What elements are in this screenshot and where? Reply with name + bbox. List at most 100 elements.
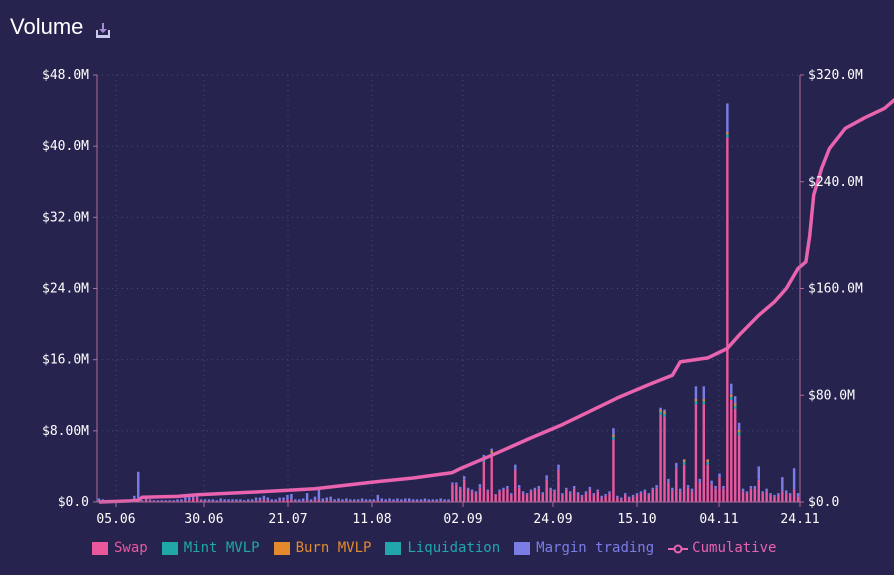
bar-mint-mvlp	[726, 134, 729, 138]
bar-margin-trading	[565, 487, 568, 490]
bar-swap	[694, 404, 698, 502]
bar-swap	[627, 498, 631, 502]
bar-swap	[184, 500, 187, 502]
y-left-tick-label: $8.00M	[42, 424, 89, 439]
bar-mint-mvlp	[733, 405, 737, 409]
bar-swap	[796, 496, 800, 502]
bar-swap	[584, 493, 588, 502]
bar-margin-trading	[400, 499, 403, 502]
bar-margin-trading	[443, 499, 446, 502]
bar-margin-trading	[769, 493, 772, 495]
legend-item-swap[interactable]: Swap	[92, 540, 148, 556]
legend-item-cumulative[interactable]: Cumulative	[668, 540, 776, 556]
bar-burn-mvlp	[490, 450, 493, 453]
bar-swap	[651, 489, 654, 502]
bar-margin-trading	[298, 499, 301, 502]
bar-margin-trading	[164, 500, 167, 502]
bar-margin-trading	[470, 489, 474, 492]
bar-swap	[741, 491, 745, 502]
bar-margin-trading	[411, 499, 415, 502]
bar-swap	[592, 494, 596, 502]
bar-swap	[769, 494, 772, 502]
legend-label: Mint MVLP	[183, 540, 260, 556]
bar-swap	[561, 494, 564, 502]
bar-margin-trading	[647, 493, 651, 495]
bar-swap	[549, 489, 552, 502]
bar-swap	[785, 493, 788, 502]
bar-margin-trading	[714, 485, 717, 489]
bar-swap	[631, 496, 635, 502]
cumulative-series	[98, 97, 894, 504]
bar-margin-trading	[239, 499, 242, 502]
x-tick-label: 24.09	[533, 512, 572, 527]
bar-margin-trading	[305, 493, 309, 501]
y-right-tick-label: $320.0M	[808, 68, 863, 83]
bar-margin-trading	[561, 493, 564, 495]
bar-margin-trading	[612, 428, 615, 440]
bar-swap	[706, 464, 709, 502]
bar-margin-trading	[372, 499, 376, 502]
bar-margin-trading	[97, 498, 101, 502]
bar-swap	[262, 499, 266, 502]
download-icon[interactable]	[96, 22, 110, 38]
bar-swap	[576, 493, 580, 502]
bar-mint-mvlp	[730, 396, 733, 400]
bar-swap	[710, 484, 713, 502]
bar-margin-trading	[388, 498, 391, 502]
bar-margin-trading	[781, 477, 784, 492]
bar-swap	[474, 493, 478, 502]
bar-swap	[258, 500, 262, 502]
bar-margin-trading	[215, 500, 219, 502]
bar-swap	[702, 404, 705, 502]
bar-swap	[682, 464, 686, 502]
bar-margin-trading	[572, 485, 576, 489]
bar-margin-trading	[466, 487, 470, 490]
legend-item-mint[interactable]: Mint MVLP	[161, 540, 260, 556]
bar-margin-trading	[246, 499, 250, 502]
bar-swap	[730, 399, 733, 502]
bar-margin-trading	[329, 496, 332, 501]
bar-margin-trading	[525, 493, 529, 495]
bar-swap	[188, 500, 191, 502]
bar-margin-trading	[337, 498, 340, 502]
bar-swap	[726, 137, 729, 503]
legend-label: Burn MVLP	[295, 540, 372, 556]
bar-swap	[781, 491, 784, 502]
bar-margin-trading	[675, 462, 678, 469]
legend-item-burn[interactable]: Burn MVLP	[273, 540, 372, 556]
legend-item-liquidation[interactable]: Liquidation	[385, 540, 500, 556]
bar-margin-trading	[655, 485, 658, 488]
bar-margin-trading	[749, 485, 753, 489]
bar-swap	[639, 493, 643, 502]
bar-swap	[537, 488, 541, 502]
bar-swap	[305, 500, 309, 502]
bar-mint-mvlp	[659, 411, 662, 415]
bar-swap	[553, 491, 556, 502]
bar-swap	[569, 493, 572, 502]
bar-swap	[286, 499, 289, 502]
bar-margin-trading	[537, 485, 541, 489]
bar-swap	[667, 482, 670, 502]
bar-swap	[749, 488, 753, 502]
bar-margin-trading	[667, 478, 670, 483]
bar-margin-trading	[419, 499, 423, 502]
bar-margin-trading	[730, 383, 733, 400]
bar-margin-trading	[235, 499, 238, 502]
bar-margin-trading	[356, 499, 360, 502]
bar-swap	[199, 500, 203, 502]
bar-margin-trading	[223, 499, 226, 502]
bar-swap	[506, 488, 509, 502]
y-left-tick-label: $0.0	[58, 495, 89, 510]
bar-swap	[490, 455, 493, 502]
bar-margin-trading	[188, 496, 191, 501]
bar-margin-trading	[569, 491, 572, 494]
bar-margin-trading	[737, 422, 741, 436]
bar-margin-trading	[584, 491, 588, 494]
legend-swatch	[385, 541, 402, 555]
bar-margin-trading	[580, 494, 584, 497]
bar-margin-trading	[258, 497, 262, 501]
bar-burn-mvlp	[733, 403, 737, 406]
bar-swap	[608, 493, 611, 502]
legend-item-margin[interactable]: Margin trading	[514, 540, 654, 556]
bar-margin-trading	[282, 497, 285, 501]
